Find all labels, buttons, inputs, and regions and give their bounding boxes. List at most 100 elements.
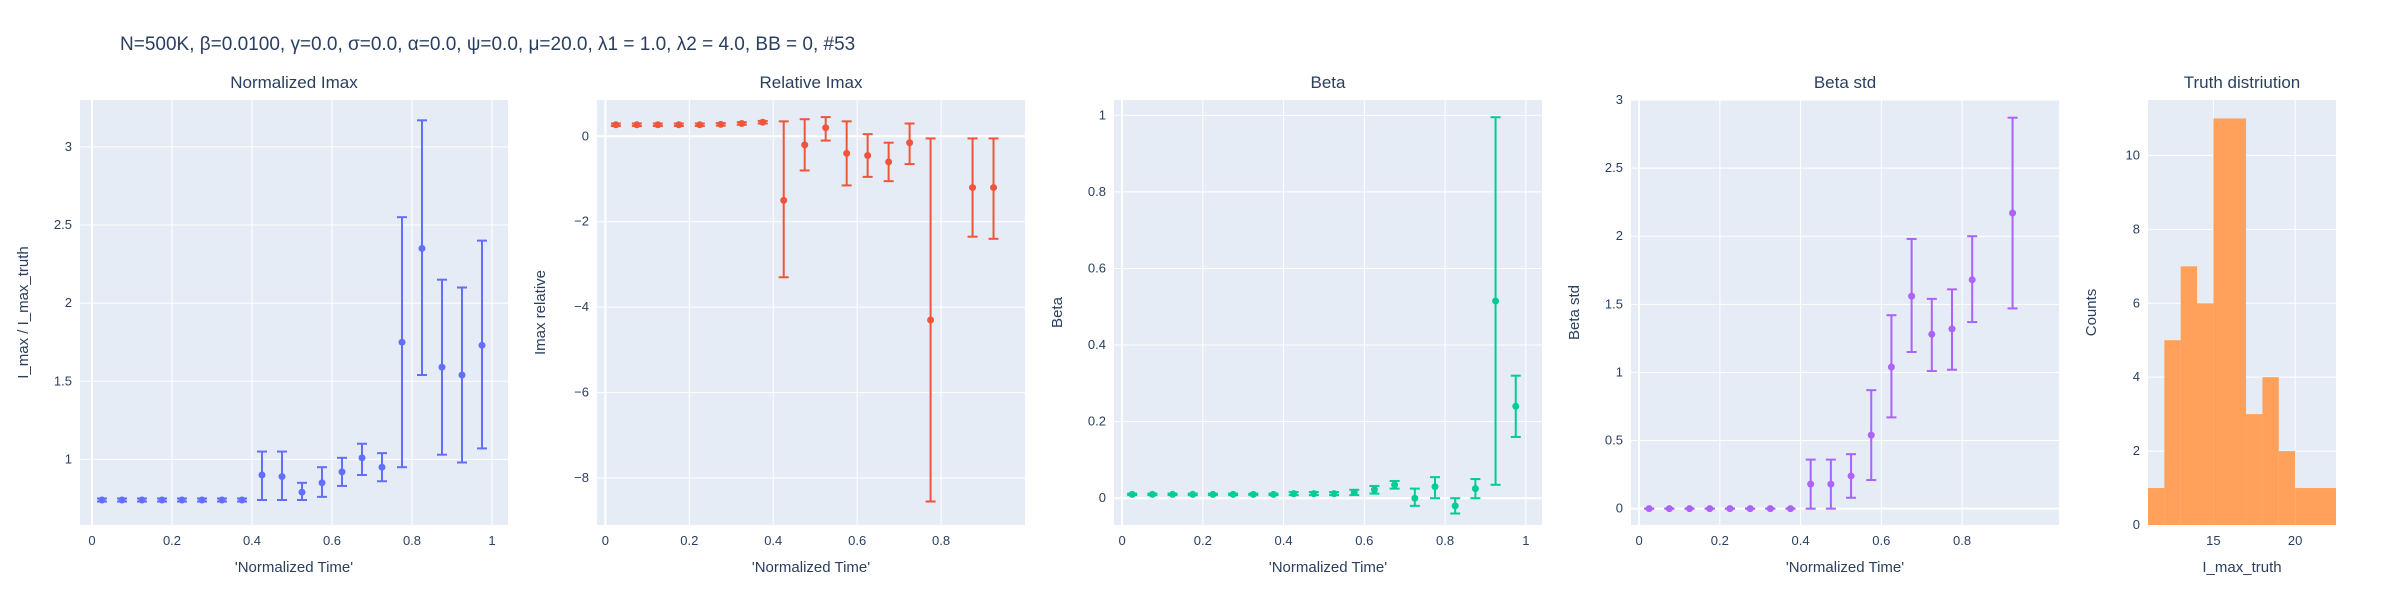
data-marks xyxy=(97,119,487,504)
data-point xyxy=(1169,490,1177,498)
y-axis-label: Counts xyxy=(2083,289,2100,337)
data-point xyxy=(864,152,872,160)
data-point xyxy=(198,496,206,504)
data-point xyxy=(2009,209,2017,217)
plot-area xyxy=(597,100,1025,525)
data-point xyxy=(780,196,788,204)
y-tick-label: 4 xyxy=(2133,369,2140,384)
y-tick-label: 0.5 xyxy=(1605,433,1623,448)
data-point xyxy=(1665,505,1673,513)
y-tick-label: −2 xyxy=(574,214,589,229)
data-point xyxy=(1746,505,1754,513)
data-point xyxy=(1827,480,1835,488)
data-point xyxy=(218,496,226,504)
x-tick-label: 1 xyxy=(1522,533,1529,548)
data-point xyxy=(885,158,893,166)
data-point xyxy=(717,120,725,128)
histogram-bar xyxy=(2180,266,2198,525)
data-point xyxy=(1928,330,1936,338)
y-tick-label: 0.2 xyxy=(1088,414,1106,429)
data-point xyxy=(1766,505,1774,513)
y-tick-label: 1.5 xyxy=(1605,296,1623,311)
histogram-bar xyxy=(2164,340,2181,525)
y-tick-label: 8 xyxy=(2133,221,2140,236)
histogram-bar xyxy=(2246,414,2263,525)
data-point xyxy=(1269,490,1277,498)
subplot-title: Beta std xyxy=(1814,73,1876,92)
data-point xyxy=(1209,490,1217,498)
x-tick-label: 0.2 xyxy=(680,533,698,548)
x-axis-label: 'Normalized Time' xyxy=(1269,559,1387,576)
data-point xyxy=(238,496,246,504)
data-point xyxy=(612,121,620,129)
plot-area xyxy=(80,100,508,525)
data-point xyxy=(1908,292,1916,300)
data-point xyxy=(1330,490,1338,498)
y-tick-label: 0.8 xyxy=(1088,184,1106,199)
data-point xyxy=(1645,505,1653,513)
data-point xyxy=(318,479,326,487)
x-tick-label: 0.8 xyxy=(932,533,950,548)
x-tick-label: 0.8 xyxy=(403,533,421,548)
data-point xyxy=(1350,488,1358,496)
y-tick-label: 2 xyxy=(1616,228,1623,243)
data-point xyxy=(1512,402,1520,410)
x-axis-label: I_max_truth xyxy=(2202,559,2281,576)
y-tick-label: 2 xyxy=(2133,443,2140,458)
data-point xyxy=(1189,490,1197,498)
plot-area xyxy=(1631,100,2059,525)
x-tick-label: 0.6 xyxy=(848,533,866,548)
x-tick-label: 0 xyxy=(88,533,95,548)
histogram-bar xyxy=(2148,488,2165,525)
data-marks xyxy=(1644,116,2018,513)
data-point xyxy=(1887,363,1895,371)
histogram-bar xyxy=(2278,451,2296,525)
data-point xyxy=(1847,472,1855,480)
y-tick-label: −4 xyxy=(574,299,589,314)
data-point xyxy=(1867,431,1875,439)
y-axis-label: Imax relative xyxy=(532,270,549,355)
x-tick-label: 0.2 xyxy=(1711,533,1729,548)
y-tick-label: 1.5 xyxy=(54,373,72,388)
x-axis-label: 'Normalized Time' xyxy=(752,559,870,576)
data-point xyxy=(906,139,914,147)
x-tick-label: 0 xyxy=(602,533,609,548)
x-tick-label: 0.4 xyxy=(1792,533,1810,548)
x-axis-label: 'Normalized Time' xyxy=(235,559,353,576)
data-point xyxy=(759,118,767,126)
data-point xyxy=(1492,297,1500,305)
x-tick-label: 0.2 xyxy=(1194,533,1212,548)
x-axis-label: 'Normalized Time' xyxy=(1786,559,1904,576)
data-point xyxy=(138,496,146,504)
x-tick-label: 0.6 xyxy=(1872,533,1890,548)
data-point xyxy=(278,473,286,481)
data-point xyxy=(378,463,386,471)
data-point xyxy=(738,119,746,127)
y-tick-label: 6 xyxy=(2133,295,2140,310)
data-point xyxy=(1411,494,1419,502)
y-axis-label: Beta std xyxy=(1566,285,1583,340)
subplot-3: 0 0.2 0.4 0.6 0.8 1 0 0.2 0.4 0.6 0.8 1 Beta 'Normali… xyxy=(1049,73,1542,576)
data-marks xyxy=(610,116,999,503)
y-tick-label: 3 xyxy=(1616,92,1623,107)
data-point xyxy=(990,184,998,192)
data-point xyxy=(118,496,126,504)
y-tick-label: 10 xyxy=(2126,147,2140,162)
data-point xyxy=(158,496,166,504)
x-tick-label: 0.4 xyxy=(243,533,261,548)
subplot-title: Beta xyxy=(1311,73,1347,92)
data-point xyxy=(1948,325,1956,333)
data-point xyxy=(1968,276,1976,284)
data-point xyxy=(418,244,426,252)
x-tick-label: 20 xyxy=(2288,533,2302,548)
data-point xyxy=(696,121,704,129)
data-point xyxy=(478,341,486,349)
y-tick-label: 0 xyxy=(1099,490,1106,505)
data-point xyxy=(1290,490,1298,498)
data-point xyxy=(1148,490,1156,498)
y-tick-label: 1 xyxy=(1099,107,1106,122)
data-point xyxy=(675,121,683,129)
data-point xyxy=(801,141,809,149)
data-marks xyxy=(2148,118,2336,525)
subplot-title: Relative Imax xyxy=(760,73,863,92)
